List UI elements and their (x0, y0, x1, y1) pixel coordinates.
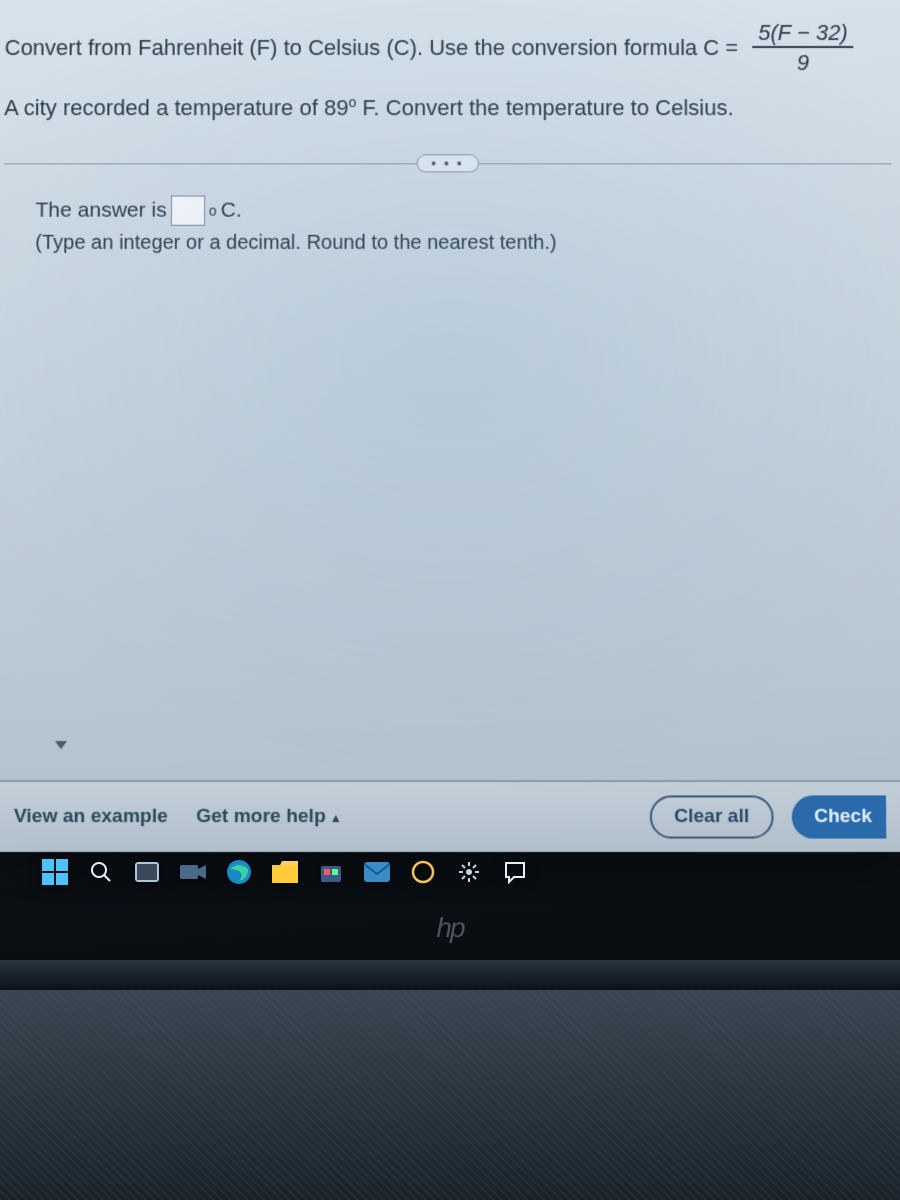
table-surface (0, 990, 900, 1200)
settings-icon[interactable] (454, 857, 484, 887)
check-answer-button[interactable]: Check (792, 795, 887, 838)
task-view-icon[interactable] (132, 857, 162, 887)
camera-app-icon[interactable] (178, 857, 208, 887)
answer-block: The answer is o C. (Type an integer or a… (3, 196, 892, 255)
answer-prefix: The answer is (35, 199, 166, 223)
file-explorer-icon[interactable] (270, 857, 300, 887)
homework-question-panel: Convert from Fahrenheit (F) to Celsius (… (0, 0, 900, 852)
answer-suffix: C. (221, 199, 242, 223)
edge-browser-icon[interactable] (224, 857, 254, 887)
circle-app-icon[interactable] (408, 857, 438, 887)
fraction-denominator: 9 (797, 48, 809, 76)
q2-after: Convert the temperature to Celsius. (386, 95, 734, 120)
hp-laptop-logo: hp (436, 912, 463, 944)
caret-up-icon: ▲ (330, 811, 342, 825)
footer-left: View an example Get more help ▲ (14, 806, 342, 829)
answer-line: The answer is o C. (35, 196, 891, 226)
laptop-bezel-edge (0, 960, 900, 990)
fraction-numerator: 5(F − 32) (752, 20, 854, 48)
mail-icon[interactable] (362, 857, 392, 887)
q2-unit: F. (356, 95, 385, 120)
fraction: 5(F − 32) 9 (752, 20, 854, 76)
windows-taskbar (40, 848, 530, 896)
footer-right: Clear all Check (650, 795, 887, 838)
start-menu-icon[interactable] (40, 857, 70, 887)
conversion-formula: 5(F − 32) 9 (744, 20, 854, 76)
q2-temp: 89 (324, 95, 349, 120)
answer-input[interactable] (171, 196, 205, 226)
chat-icon[interactable] (500, 857, 530, 887)
footer-bar: View an example Get more help ▲ Clear all… (0, 780, 900, 852)
more-options-pill[interactable]: • • • (416, 155, 479, 173)
answer-hint: (Type an integer or a decimal. Round to … (35, 232, 892, 255)
question-area: Convert from Fahrenheit (F) to Celsius (… (0, 0, 900, 265)
question-line-1: Convert from Fahrenheit (F) to Celsius (… (4, 20, 890, 76)
get-help-label: Get more help (196, 806, 326, 828)
get-more-help-link[interactable]: Get more help ▲ (196, 806, 342, 829)
question-line-2: A city recorded a temperature of 89o F. … (4, 94, 891, 121)
store-icon[interactable] (316, 857, 346, 887)
clear-all-button[interactable]: Clear all (650, 795, 774, 838)
q2-before: A city recorded a temperature of (4, 95, 324, 120)
scroll-down-icon[interactable] (55, 741, 67, 749)
section-divider: • • • (4, 152, 892, 176)
search-icon[interactable] (86, 857, 116, 887)
view-example-link[interactable]: View an example (14, 806, 168, 829)
question-text-prefix: Convert from Fahrenheit (F) to Celsius (… (5, 35, 739, 61)
answer-degree-symbol: o (209, 203, 217, 219)
